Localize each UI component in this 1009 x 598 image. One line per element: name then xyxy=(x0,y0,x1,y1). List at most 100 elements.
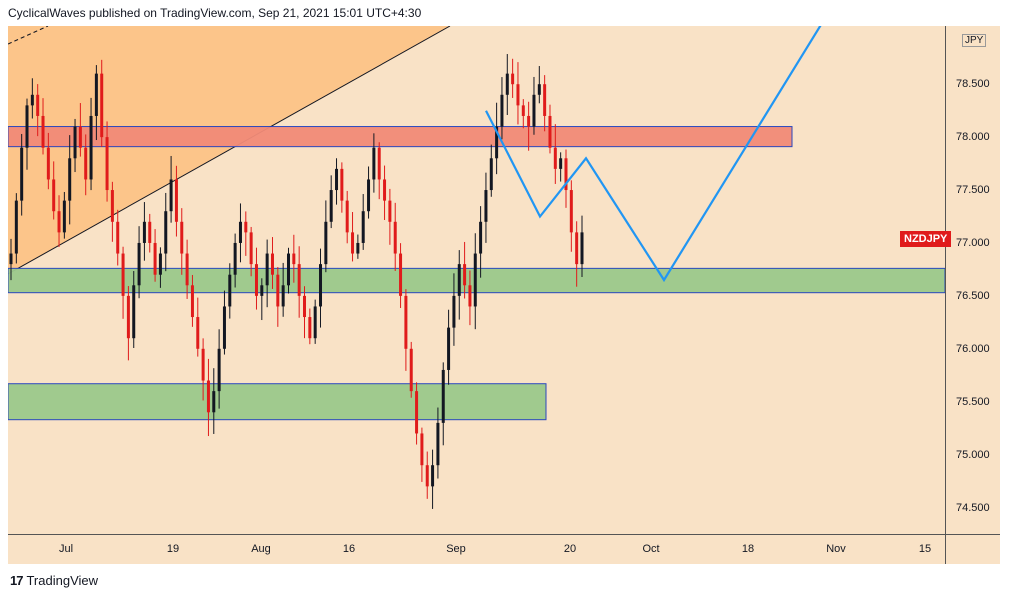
candle-body xyxy=(580,232,584,265)
candle-body xyxy=(420,433,424,466)
candle-body xyxy=(537,84,541,95)
candle-body xyxy=(222,306,226,349)
candle-body xyxy=(340,168,344,201)
candle-body xyxy=(436,422,440,466)
candle-body xyxy=(495,126,499,159)
candle-body xyxy=(457,264,461,296)
time-tick-label: Sep xyxy=(446,543,466,555)
candle-body xyxy=(105,137,109,191)
wedge-upper-line xyxy=(8,26,49,45)
candle-body xyxy=(212,391,216,413)
candle-body xyxy=(110,190,114,222)
candle-body xyxy=(377,147,381,180)
candle-body xyxy=(260,285,264,296)
candle-body xyxy=(575,232,579,265)
candle-body xyxy=(270,253,274,275)
time-tick-label: 18 xyxy=(741,543,755,555)
candle-body xyxy=(121,253,125,296)
candle-body xyxy=(393,221,397,254)
candle-body xyxy=(46,147,50,180)
candle-body xyxy=(484,190,488,222)
candle-body xyxy=(324,221,328,265)
price-tick-label: 77.000 xyxy=(956,236,990,249)
candle-body xyxy=(94,73,98,116)
candle-body xyxy=(142,221,146,243)
candle-body xyxy=(479,221,483,254)
chart-header: CyclicalWaves published on TradingView.c… xyxy=(8,6,422,20)
time-tick-label: Nov xyxy=(826,543,846,555)
candle-body xyxy=(447,327,451,370)
candle-body xyxy=(57,211,61,233)
candle-body xyxy=(137,242,141,286)
candle-body xyxy=(84,147,88,180)
candle-body xyxy=(201,348,205,381)
candle-body xyxy=(431,465,435,487)
candle-body xyxy=(116,221,120,254)
candle-body xyxy=(14,200,18,254)
wedge-layer xyxy=(8,26,451,275)
price-tick-label: 76.500 xyxy=(956,289,990,302)
candle-body xyxy=(335,168,339,191)
zone-layer xyxy=(8,126,945,421)
candle-body xyxy=(313,306,317,339)
candle-body xyxy=(367,179,371,212)
time-tick-label: Oct xyxy=(642,543,660,555)
resistance-zone xyxy=(8,126,793,148)
candle-body xyxy=(409,348,413,392)
candle-body xyxy=(52,179,56,212)
candle-body xyxy=(532,94,536,127)
currency-label: JPY xyxy=(962,34,987,47)
price-tick-label: 76.000 xyxy=(956,342,990,355)
candle-body xyxy=(553,147,557,169)
candle-body xyxy=(425,465,429,487)
candle-body xyxy=(297,264,301,296)
candle-body xyxy=(228,274,232,307)
candle-body xyxy=(180,221,184,254)
candle-body xyxy=(185,253,189,286)
candle-body xyxy=(473,253,477,307)
candle-body xyxy=(463,264,467,286)
candle-body xyxy=(415,391,419,434)
time-axis[interactable]: Jul 19 Aug 16 Sep 20 Oct 18 Nov 15 xyxy=(8,534,945,564)
time-tick-label: 19 xyxy=(166,543,180,555)
price-chart[interactable] xyxy=(8,26,945,534)
candle-body xyxy=(158,253,162,275)
candle-body xyxy=(511,73,515,85)
candle-body xyxy=(265,253,269,286)
time-tick-label: 16 xyxy=(342,543,356,555)
candle-body xyxy=(286,253,290,286)
candle-body xyxy=(73,126,77,159)
footer-brand-label: TradingView xyxy=(26,573,99,588)
candle-body xyxy=(505,73,509,95)
candle-body xyxy=(372,147,376,180)
candle-body xyxy=(190,285,194,318)
footer-brand[interactable]: 17 TradingView xyxy=(10,573,98,588)
candle-body xyxy=(174,179,178,222)
candle-body xyxy=(500,94,504,127)
candle-body xyxy=(148,221,152,243)
candle-body xyxy=(89,115,93,180)
time-tick-label: Jul xyxy=(58,543,74,555)
candle-body xyxy=(543,84,547,116)
candle-body xyxy=(41,115,45,148)
candle-body xyxy=(329,190,333,222)
candle-body xyxy=(452,295,456,328)
time-tick-label: 20 xyxy=(563,543,577,555)
candle-body xyxy=(238,221,242,243)
time-tick-label: 15 xyxy=(918,543,932,555)
candle-body xyxy=(244,221,248,233)
price-tick-label: 77.500 xyxy=(956,184,990,197)
last-price-badge: NZDJPY xyxy=(900,231,952,247)
price-axis[interactable]: JPY 78.500 78.000 77.500 77.000 76.500 76.000… xyxy=(900,26,1000,534)
candle-body xyxy=(399,253,403,296)
projection-layer xyxy=(485,26,822,283)
candle-body xyxy=(100,73,104,138)
candle-body xyxy=(254,264,258,296)
candle-body xyxy=(303,295,307,318)
candle-body xyxy=(20,147,24,201)
price-tick-label: 75.000 xyxy=(956,448,990,461)
plot-area[interactable] xyxy=(8,26,945,534)
candle-body xyxy=(292,253,296,265)
candle-body xyxy=(196,317,200,349)
candle-body xyxy=(36,94,40,116)
